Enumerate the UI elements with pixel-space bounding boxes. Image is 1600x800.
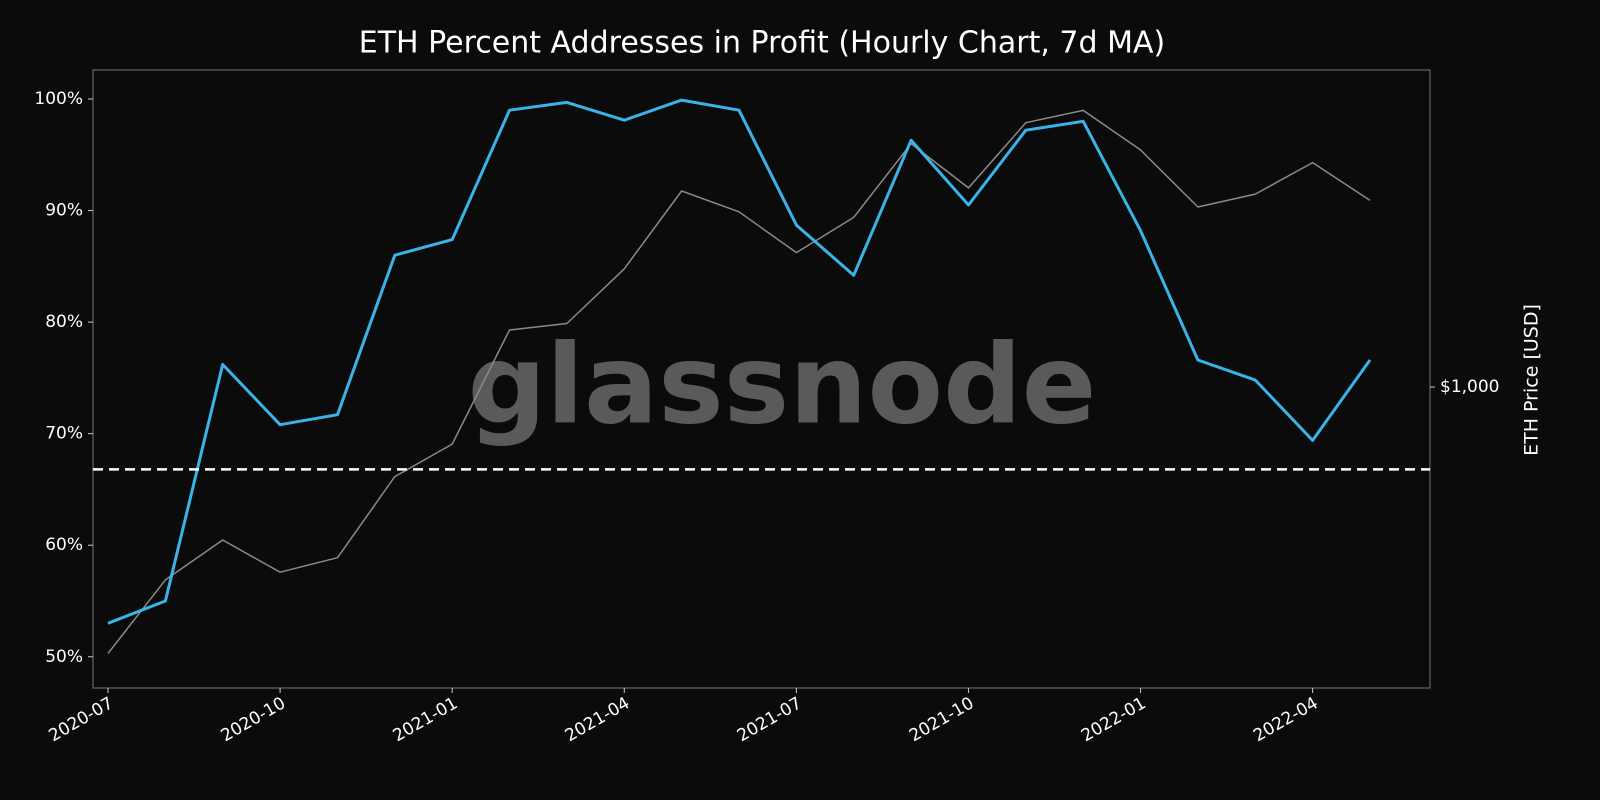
- y-tick-label: 90%: [45, 201, 83, 221]
- chart-title: ETH Percent Addresses in Profit (Hourly …: [359, 26, 1165, 61]
- y-tick-label: 70%: [45, 424, 83, 444]
- profit-line: [107, 98, 1372, 625]
- plot-frame: [92, 69, 1431, 689]
- y-tick-label: 60%: [45, 535, 83, 555]
- y-tick-label: 50%: [45, 647, 83, 667]
- watermark: glassnode: [468, 320, 1097, 448]
- y2-axis-label: ETH Price [USD]: [1521, 304, 1543, 456]
- y-tick-label: 100%: [34, 89, 83, 109]
- y-tick-label: 80%: [45, 312, 83, 332]
- price-line: [107, 109, 1371, 654]
- y2-tick-label: $1,000: [1440, 377, 1499, 397]
